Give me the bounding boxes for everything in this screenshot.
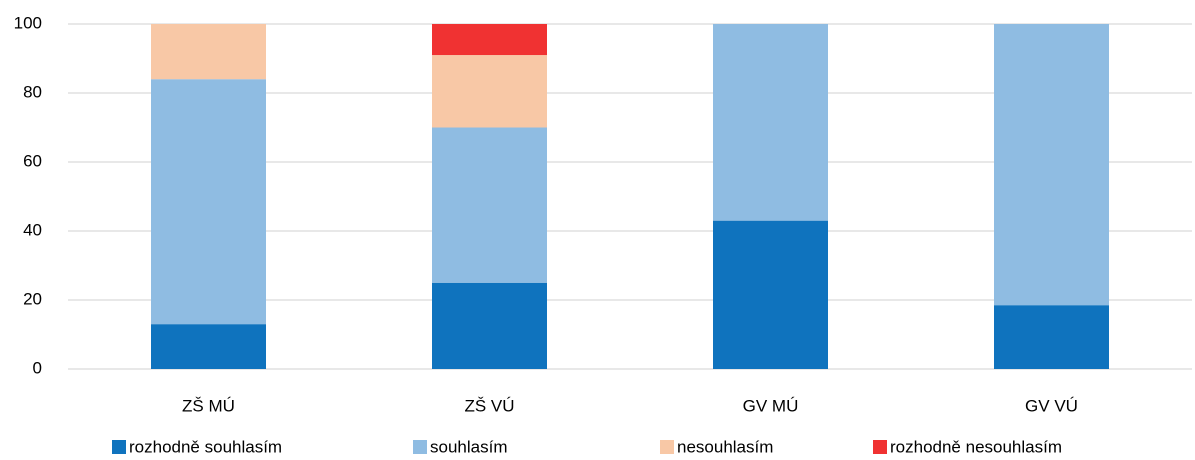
y-tick-label: 60: [23, 151, 42, 170]
bar-segment: [432, 24, 547, 56]
bar-segment: [713, 220, 828, 369]
bar-segment: [994, 305, 1109, 369]
y-tick-label: 0: [33, 358, 42, 377]
y-tick-label: 20: [23, 289, 42, 308]
bar-segment: [713, 24, 828, 221]
x-tick-label: GV VÚ: [1025, 396, 1078, 415]
legend-swatch: [660, 440, 674, 454]
bar-segment: [151, 79, 266, 325]
legend-swatch: [413, 440, 427, 454]
legend-label: souhlasím: [430, 437, 507, 456]
bar-segment: [151, 324, 266, 369]
bar-segment: [994, 24, 1109, 306]
legend-swatch: [112, 440, 126, 454]
y-tick-label: 40: [23, 220, 42, 239]
legend-label: nesouhlasím: [677, 437, 773, 456]
bar-segment: [432, 55, 547, 128]
x-tick-label: ZŠ MÚ: [182, 396, 235, 415]
y-tick-label: 80: [23, 82, 42, 101]
x-tick-label: ZŠ VÚ: [464, 396, 514, 415]
bar-segment: [432, 127, 547, 283]
legend-label: rozhodně souhlasím: [129, 437, 282, 456]
x-tick-label: GV MÚ: [743, 396, 799, 415]
bar-segment: [151, 24, 266, 80]
y-tick-label: 100: [14, 13, 42, 32]
bar-segment: [432, 282, 547, 369]
legend-label: rozhodně nesouhlasím: [890, 437, 1062, 456]
legend-swatch: [873, 440, 887, 454]
